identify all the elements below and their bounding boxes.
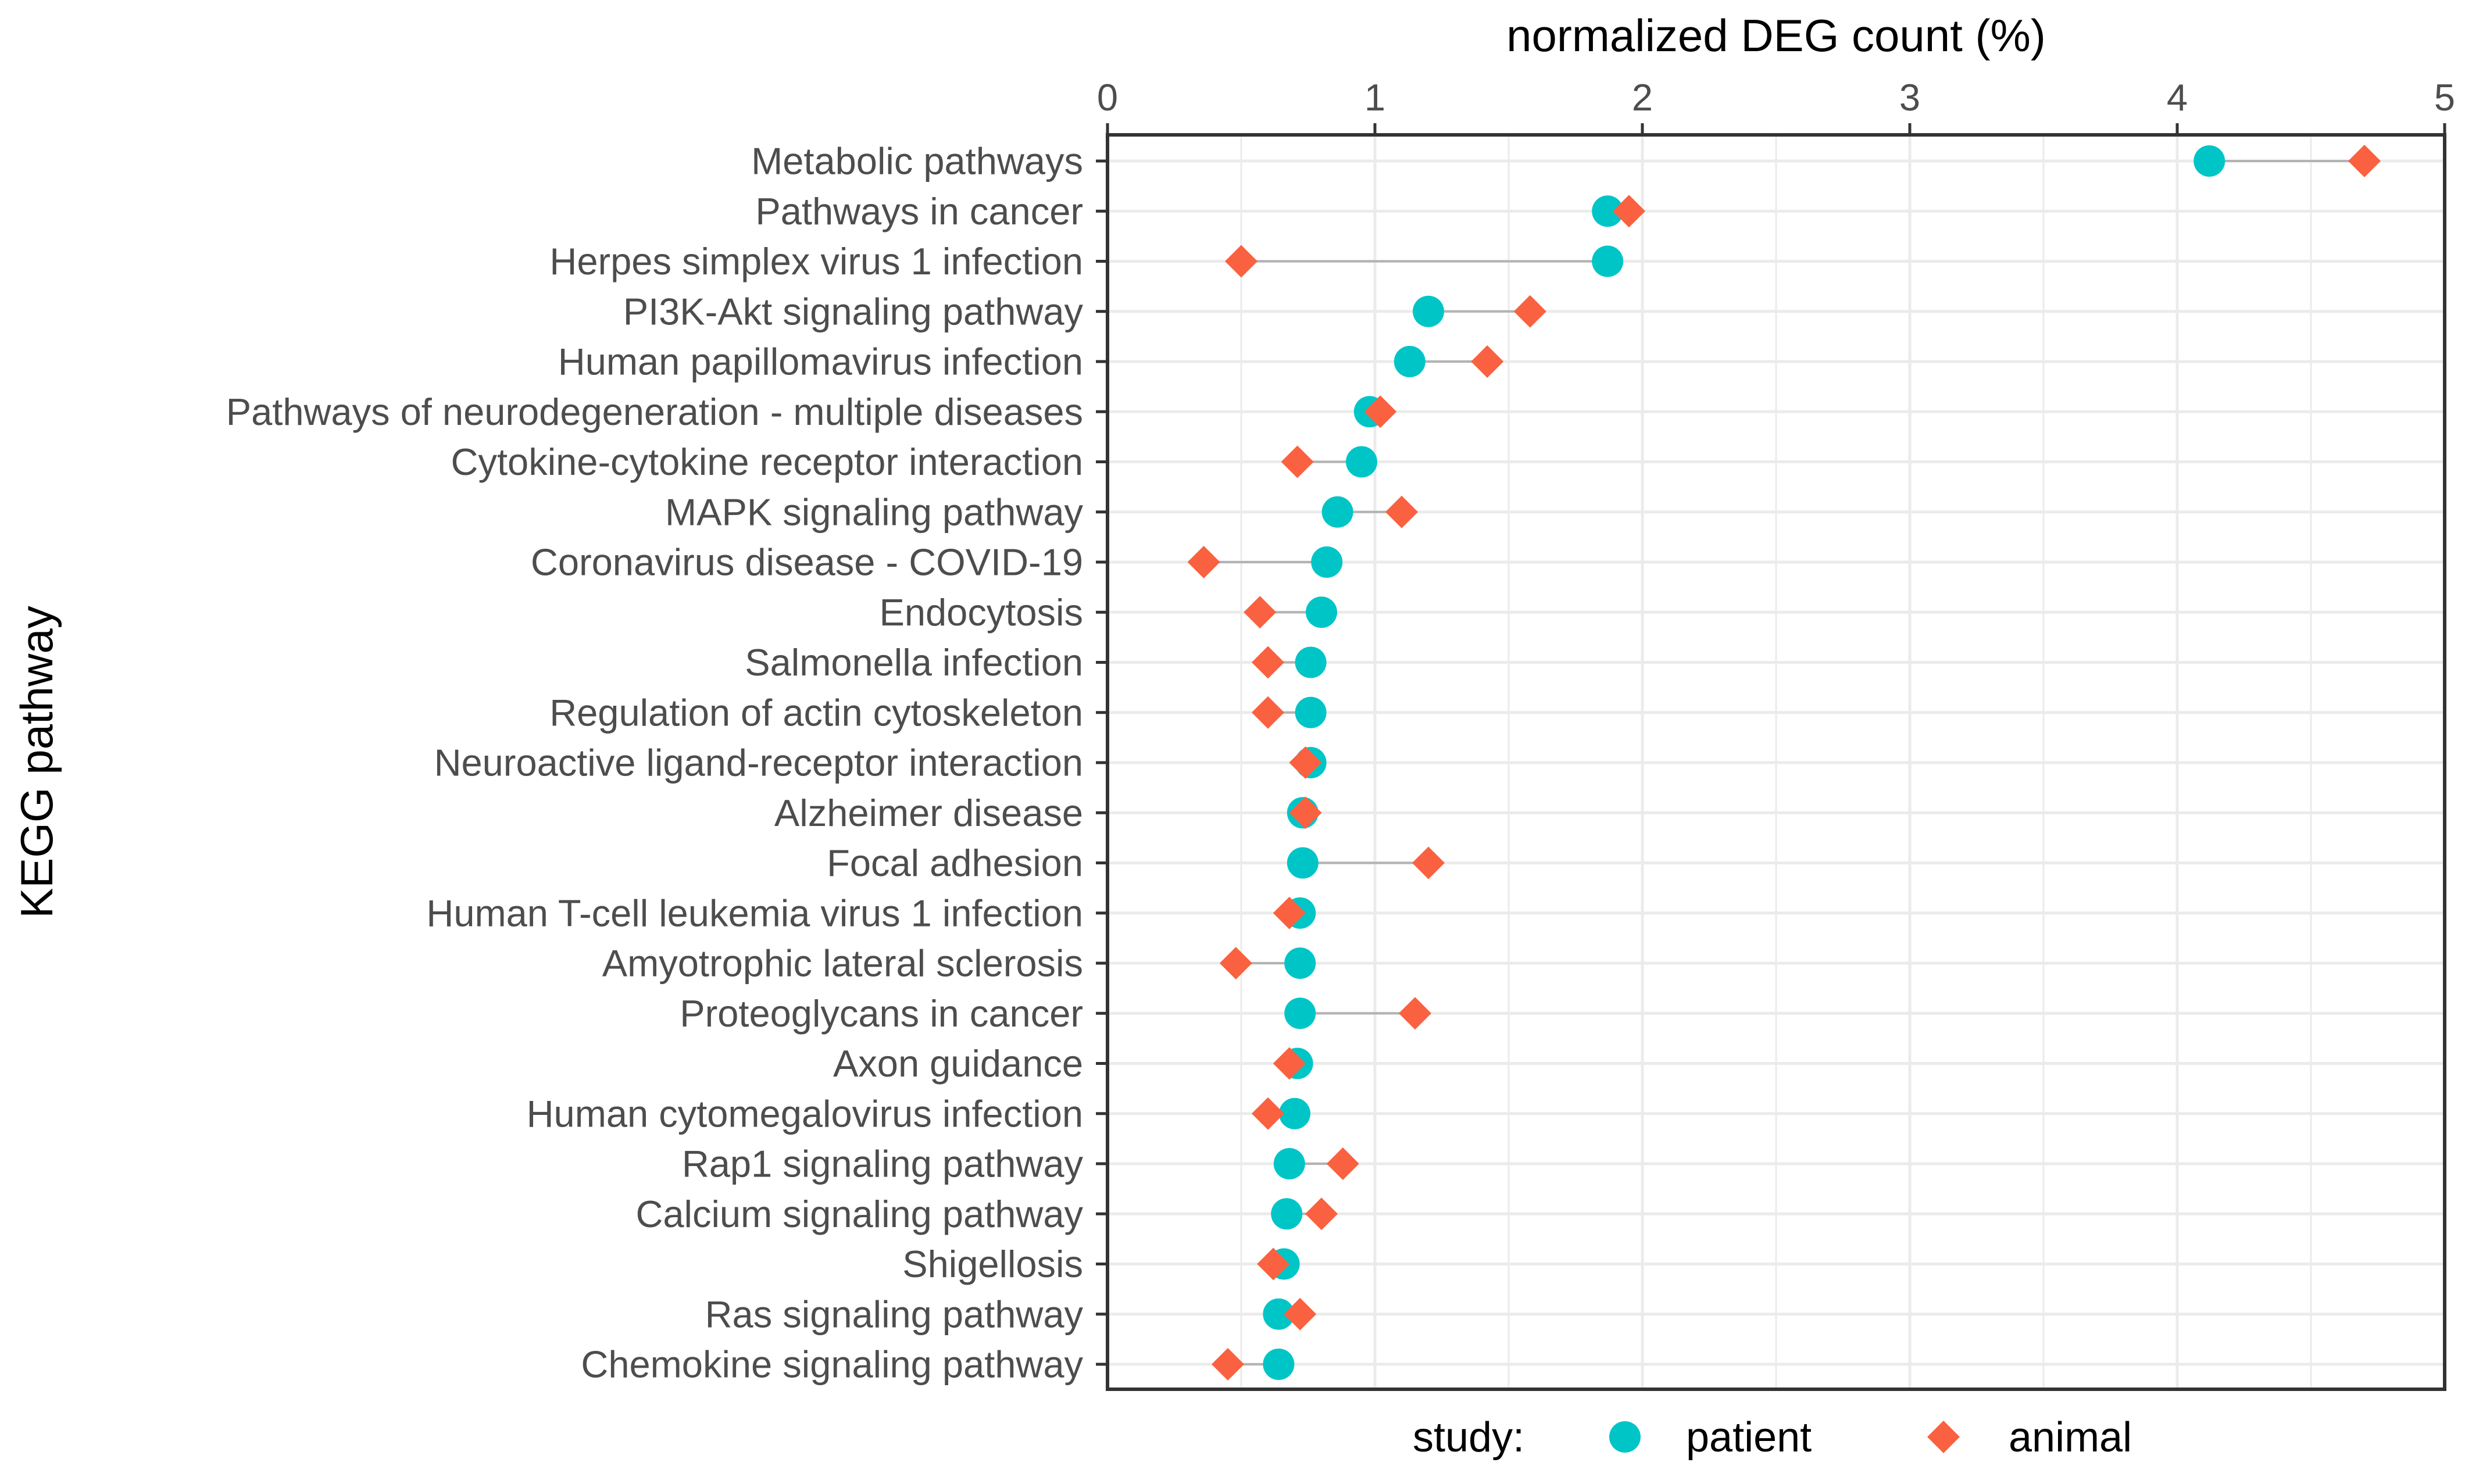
legend-patient-label: patient [1686,1414,1812,1461]
y-tick-label: Cytokine-cytokine receptor interaction [451,441,1083,483]
y-axis-title: KEGG pathway [11,606,62,918]
y-tick-label: Human cytomegalovirus infection [527,1092,1083,1135]
legend-title: study: [1413,1414,1524,1461]
animal-point [1326,1147,1359,1180]
animal-point [1364,395,1397,428]
x-tick-label: 5 [2434,76,2455,119]
y-tick-label: Regulation of actin cytoskeleton [549,691,1083,734]
patient-point [1346,446,1377,478]
patient-point [1295,696,1327,728]
y-tick-label: Human papillomavirus infection [558,341,1083,383]
y-tick-label: Focal adhesion [827,842,1083,884]
patient-point [1306,596,1337,628]
y-tick-label: Shigellosis [902,1243,1083,1285]
y-tick-label: Salmonella infection [745,641,1083,684]
legend-patient-key [1609,1421,1641,1453]
patient-point [1321,496,1353,528]
x-axis-title: normalized DEG count (%) [1506,10,2046,61]
y-tick-label: Chemokine signaling pathway [581,1343,1083,1386]
y-tick-label: MAPK signaling pathway [665,491,1083,533]
legend-animal-label: animal [2009,1414,2132,1461]
patient-point [1263,1349,1295,1380]
y-tick-label: Pathways in cancer [755,190,1083,233]
animal-point [1412,846,1445,879]
y-tick-label: Neuroactive ligand-receptor interaction [434,742,1083,784]
animal-point [1281,445,1314,478]
y-tick-label: Alzheimer disease [774,792,1083,834]
animal-point [1257,1247,1290,1281]
animal-point [1289,746,1322,779]
x-axis: 0 1 2 3 4 5 [1097,76,2455,135]
animal-point [1284,1297,1317,1331]
y-tick-label: Endocytosis [880,591,1083,634]
animal-point [1305,1197,1338,1231]
patient-point [1592,245,1624,277]
y-tick-label: Axon guidance [833,1042,1083,1085]
y-tick-label: Coronavirus disease - COVID-19 [531,541,1083,584]
animal-point [1385,495,1418,528]
patient-point [1284,997,1316,1029]
x-tick-label: 3 [1899,76,1920,119]
y-tick-label: Calcium signaling pathway [635,1193,1083,1235]
patient-point [1394,346,1426,377]
animal-point [1613,195,1645,228]
y-tick-label: Metabolic pathways [751,140,1083,183]
patient-point [1279,1097,1310,1129]
y-tick-label: PI3K-Akt signaling pathway [623,290,1084,332]
grid-lines [1106,135,2446,1389]
y-axis: Metabolic pathways Pathways in cancer Herp… [226,140,1108,1386]
patient-point [2194,145,2225,177]
animal-point [1273,1047,1306,1080]
legend: study: patient animal [1413,1414,2132,1461]
animal-point [1289,796,1322,829]
x-tick-label: 1 [1364,76,1385,119]
animal-point [1252,696,1284,729]
x-tick-label: 0 [1097,76,1118,119]
animal-point [2348,145,2381,177]
y-tick-label: Ras signaling pathway [705,1293,1084,1335]
y-tick-label: Proteoglycans in cancer [680,992,1083,1035]
y-tick-label: Herpes simplex virus 1 infection [549,240,1083,283]
animal-point [1244,596,1277,629]
legend-animal-key [1927,1421,1960,1453]
y-tick-label: Rap1 signaling pathway [682,1143,1084,1185]
animal-point [1252,1097,1284,1130]
animal-point [1219,947,1252,979]
patient-point [1295,646,1327,678]
x-tick-label: 4 [2167,76,2188,119]
animal-point [1273,896,1306,929]
animal-point [1252,646,1284,679]
animal-point [1212,1348,1244,1381]
patient-point [1311,546,1343,578]
patient-point [1592,195,1624,227]
y-tick-label: Amyotrophic lateral sclerosis [602,942,1083,985]
animal-point [1513,295,1546,328]
x-tick-label: 2 [1632,76,1653,119]
animal-point [1399,997,1431,1030]
animal-point [1187,546,1220,578]
patient-point [1287,847,1319,879]
animal-point [1225,245,1257,278]
panel-border [1106,133,2446,1391]
patient-point [1271,1198,1303,1230]
data-points [1187,145,2381,1381]
patient-point [1284,947,1316,979]
animal-point [1471,345,1504,378]
patient-point [1273,1148,1305,1179]
patient-point [1263,1298,1295,1330]
y-tick-label: Pathways of neurodegeneration - multiple… [226,391,1083,433]
patient-point [1413,295,1444,327]
y-tick-label: Human T-cell leukemia virus 1 infection [426,892,1083,934]
